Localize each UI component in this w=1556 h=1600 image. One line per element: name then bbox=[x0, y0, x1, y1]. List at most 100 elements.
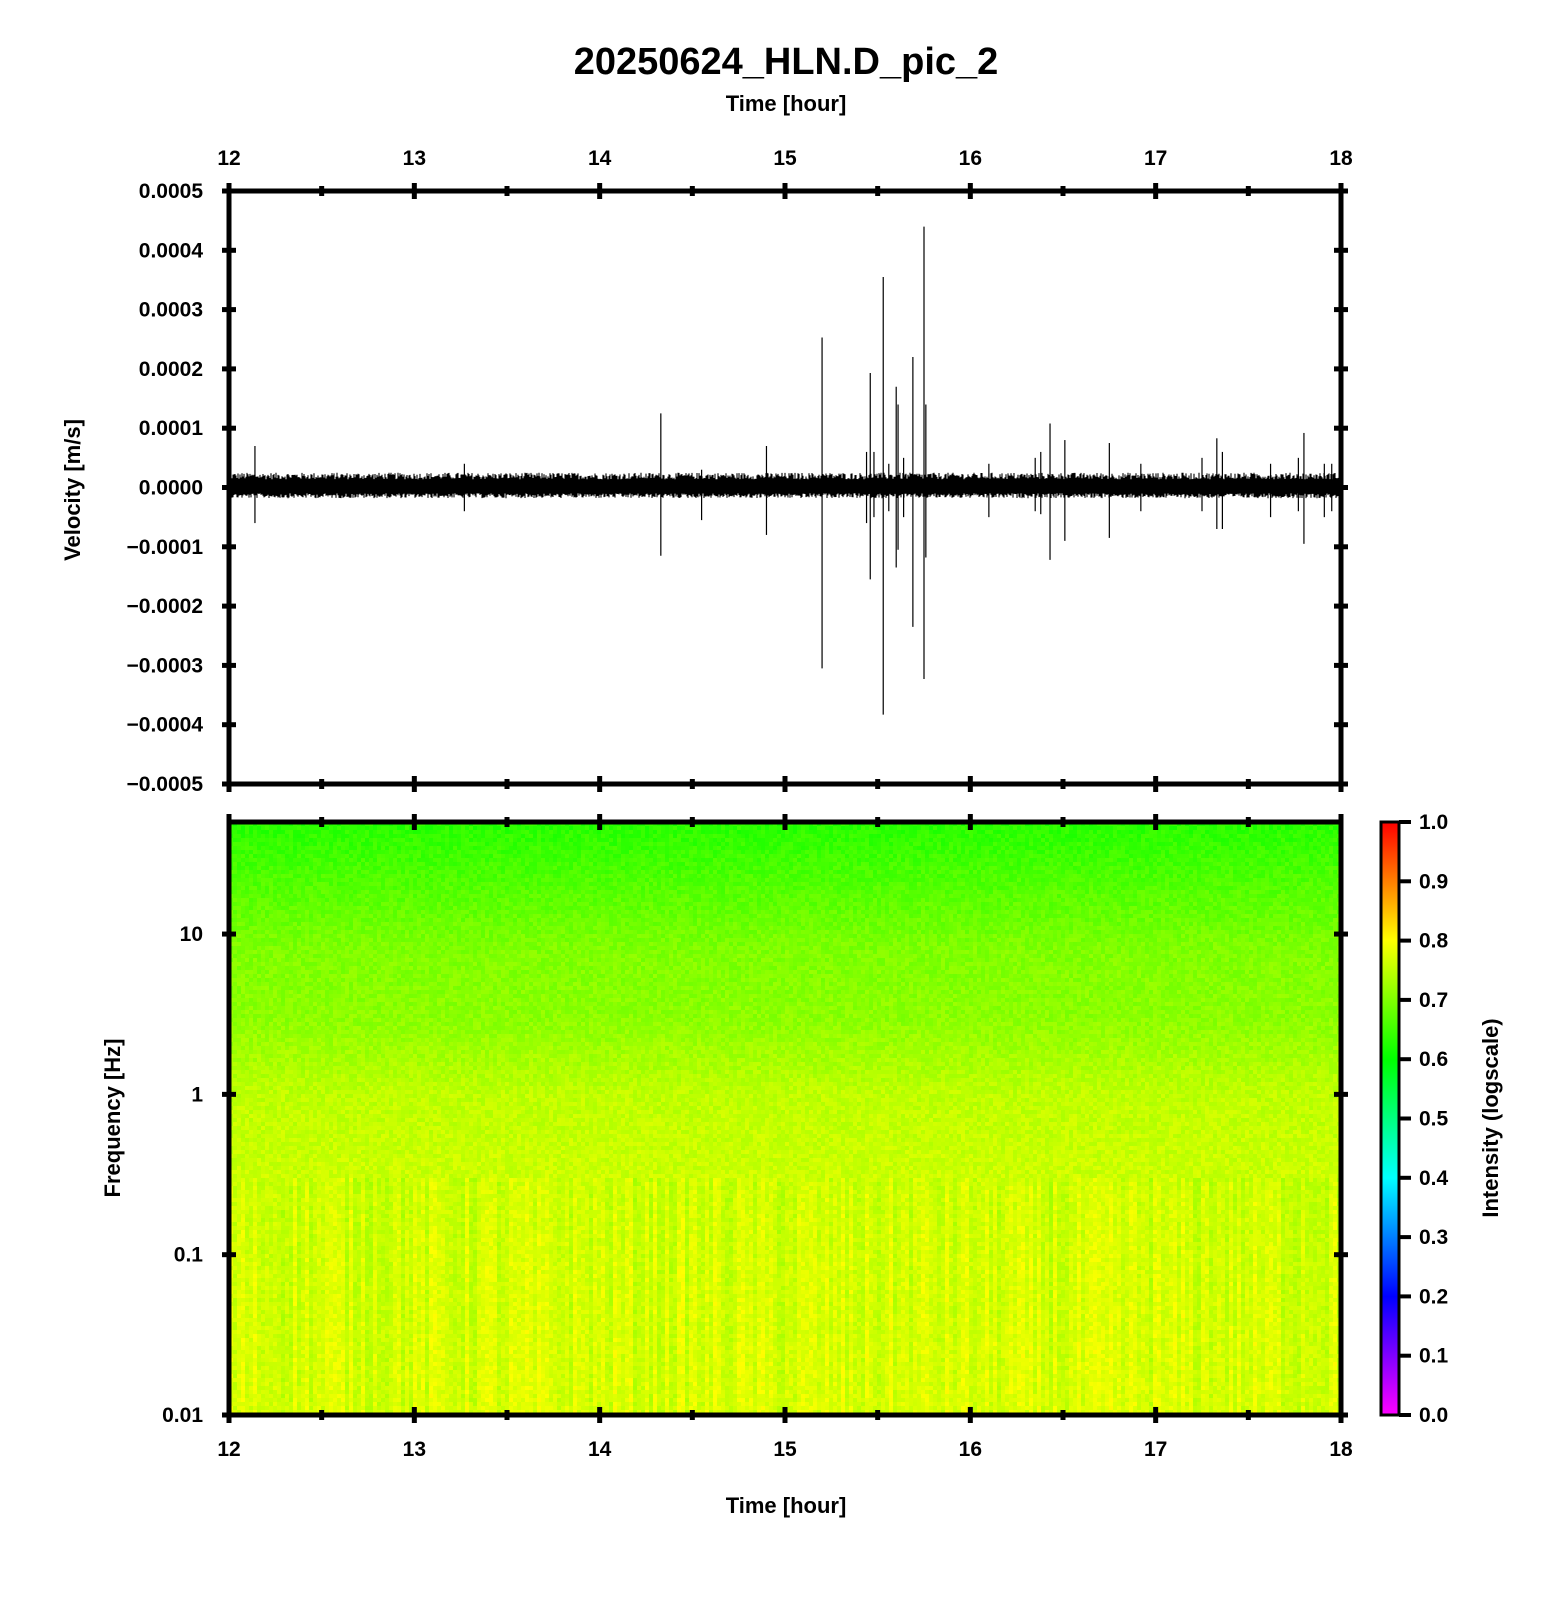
spectrogram-cell bbox=[785, 878, 789, 882]
spectrogram-cell bbox=[797, 874, 801, 878]
spectrogram-cell bbox=[369, 854, 373, 858]
spectrogram-cell bbox=[393, 850, 397, 854]
spectrogram-cell bbox=[929, 874, 933, 878]
spectrogram-cell bbox=[829, 826, 833, 830]
spectrogram-cell bbox=[753, 858, 757, 862]
spectrogram-cell bbox=[717, 826, 721, 830]
spectrogram-cell bbox=[301, 890, 305, 894]
spectrogram-cell bbox=[769, 846, 773, 850]
spectrogram-cell bbox=[609, 890, 613, 894]
spectrogram-cell bbox=[525, 850, 529, 854]
spectrogram-cell bbox=[433, 866, 437, 870]
spectrogram-cell bbox=[273, 874, 277, 878]
spectrogram-cell bbox=[593, 854, 597, 858]
spectrogram-cell bbox=[1177, 850, 1181, 854]
spectrogram-cell bbox=[689, 882, 693, 886]
spectrogram-cell bbox=[1077, 866, 1081, 870]
spectrogram-cell bbox=[905, 850, 909, 854]
spectrogram-cell bbox=[969, 834, 973, 838]
spectrogram-cell bbox=[453, 850, 457, 854]
spectrogram-cell bbox=[1257, 842, 1261, 846]
spectrogram-cell bbox=[505, 838, 509, 842]
spectrogram-cell bbox=[261, 890, 265, 894]
spectrogram-cell bbox=[553, 838, 557, 842]
spectrogram-cell bbox=[273, 862, 277, 866]
spectrogram-cell bbox=[809, 830, 813, 834]
spectrogram-cell bbox=[1169, 850, 1173, 854]
spectrogram-cell bbox=[865, 830, 869, 834]
spectrogram-cell bbox=[1045, 862, 1049, 866]
spectrogram-cell bbox=[373, 890, 377, 894]
spectrogram-cell bbox=[1129, 886, 1133, 890]
spectrogram-cell bbox=[449, 826, 453, 830]
spectrogram-cell bbox=[1209, 830, 1213, 834]
spectrogram-cell bbox=[629, 878, 633, 882]
spectrogram-cell bbox=[241, 874, 245, 878]
spectrogram-cell bbox=[741, 862, 745, 866]
spectrogram-cell bbox=[925, 838, 929, 842]
spectrogram-cell bbox=[273, 826, 277, 830]
spectrogram-cell bbox=[585, 886, 589, 890]
spectrogram-cell bbox=[585, 874, 589, 878]
spectrogram-cell bbox=[833, 862, 837, 866]
spectrogram-cell bbox=[373, 858, 377, 862]
spectrogram-cell bbox=[1033, 866, 1037, 870]
spectrogram-cell bbox=[957, 854, 961, 858]
spectrogram-cell bbox=[677, 890, 681, 894]
spectrogram-cell bbox=[365, 878, 369, 882]
spectrogram-cell bbox=[277, 830, 281, 834]
spectrogram-cell bbox=[797, 878, 801, 882]
spectrogram-cell bbox=[641, 862, 645, 866]
spectrogram-cell bbox=[765, 850, 769, 854]
spectrogram-cell bbox=[449, 850, 453, 854]
spectrogram-cell bbox=[1313, 874, 1317, 878]
spectrogram-cell bbox=[685, 846, 689, 850]
spectrogram-cell bbox=[977, 882, 981, 886]
spectrogram-cell bbox=[529, 862, 533, 866]
spectrogram-cell bbox=[389, 886, 393, 890]
spectrogram-cell bbox=[681, 870, 685, 874]
spectrogram-cell bbox=[789, 826, 793, 830]
spectrogram-cell bbox=[1317, 858, 1321, 862]
spectrogram-cell bbox=[1189, 838, 1193, 842]
spectrogram-cell bbox=[745, 842, 749, 846]
spectrogram-cell bbox=[1257, 866, 1261, 870]
spectrogram-cell bbox=[749, 838, 753, 842]
spectrogram-cell bbox=[1157, 830, 1161, 834]
spectrogram-cell bbox=[1037, 874, 1041, 878]
spectrogram-cell bbox=[237, 862, 241, 866]
spectrogram-cell bbox=[485, 862, 489, 866]
spectrogram-cell bbox=[665, 850, 669, 854]
spectrogram-cell bbox=[897, 862, 901, 866]
spectrogram-cell bbox=[921, 878, 925, 882]
spectrogram-cell bbox=[1169, 846, 1173, 850]
spectrogram-cell bbox=[1129, 878, 1133, 882]
spectrogram-cell bbox=[381, 830, 385, 834]
spectrogram-cell bbox=[249, 874, 253, 878]
spectrogram-cell bbox=[661, 858, 665, 862]
spectrogram-cell bbox=[541, 850, 545, 854]
spectrogram-cell bbox=[1081, 858, 1085, 862]
spectrogram-cell bbox=[269, 854, 273, 858]
spectrogram-cell bbox=[613, 858, 617, 862]
spectrogram-cell bbox=[1269, 830, 1273, 834]
spectrogram-cell bbox=[1013, 882, 1017, 886]
spectrogram-cell bbox=[713, 866, 717, 870]
spectrogram-cell bbox=[521, 878, 525, 882]
spectrogram-cell bbox=[1085, 866, 1089, 870]
spectrogram-cell bbox=[381, 890, 385, 894]
spectrogram-cell bbox=[477, 834, 481, 838]
spectrogram-cell bbox=[353, 886, 357, 890]
spectrogram-cell bbox=[509, 874, 513, 878]
spectrogram-cell bbox=[1289, 826, 1293, 830]
spectrogram-cell bbox=[473, 846, 477, 850]
spectrogram-cell bbox=[233, 858, 237, 862]
spectrogram-cell bbox=[773, 854, 777, 858]
spectrogram-cell bbox=[465, 886, 469, 890]
spectrogram-cell bbox=[493, 890, 497, 894]
spectrogram-cell bbox=[317, 834, 321, 838]
spectrogram-cell bbox=[625, 858, 629, 862]
spectrogram-cell bbox=[1125, 842, 1129, 846]
spectrogram-cell bbox=[973, 846, 977, 850]
spectrogram-cell bbox=[325, 882, 329, 886]
